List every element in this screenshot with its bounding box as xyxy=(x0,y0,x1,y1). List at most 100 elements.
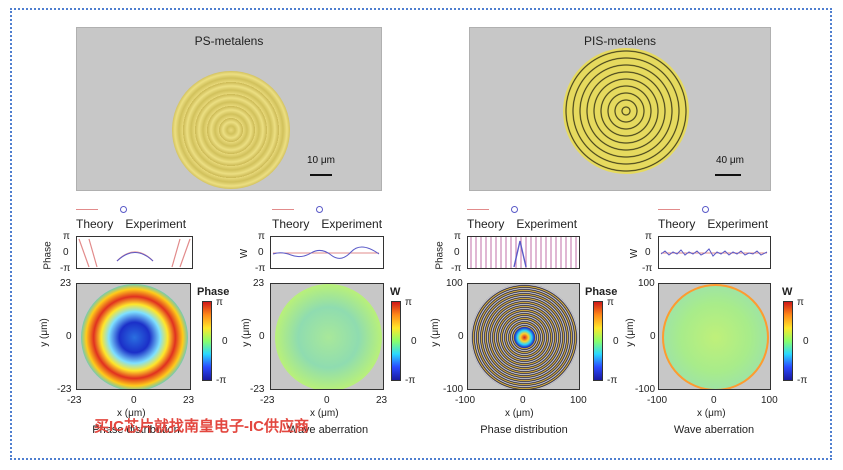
legend-pis-phase: Theory Experiment xyxy=(467,202,589,231)
strip-tick: -π xyxy=(255,263,266,274)
strip-ps-wave-plot xyxy=(272,246,380,259)
xlabel-pis-wave: x (μm) xyxy=(697,408,726,419)
pis-title: PIS-metalens xyxy=(583,34,657,48)
map-ps-phase xyxy=(76,283,191,390)
theory-line-icon xyxy=(272,209,294,211)
map-tick: 0 xyxy=(324,395,330,406)
strip-ylabel-ps-wave: W xyxy=(239,248,251,259)
cbar-tick: -π xyxy=(405,375,416,386)
strip-ylabel-ps-phase: Phase xyxy=(42,241,54,270)
colorbar-pis-phase xyxy=(593,301,603,381)
cbar-tick: 0 xyxy=(222,336,228,347)
strip-tick: π xyxy=(258,231,265,242)
strip-pis-phase xyxy=(467,236,580,269)
map-tick: 100 xyxy=(638,278,655,289)
cbar-tick: π xyxy=(797,297,804,308)
strip-tick: π xyxy=(454,231,461,242)
legend-experiment: Experiment xyxy=(516,217,578,231)
legend-experiment: Experiment xyxy=(321,217,383,231)
legend-theory: Theory xyxy=(272,217,310,231)
ps-title: PS-metalens xyxy=(194,34,264,48)
strip-pis-wave xyxy=(658,236,771,269)
experiment-circle-icon xyxy=(120,206,127,214)
figure-frame xyxy=(10,8,832,460)
theory-line-icon xyxy=(76,209,98,211)
caption-pis-phase: Phase distribution xyxy=(480,424,568,436)
map-tick: 100 xyxy=(446,278,463,289)
disc-ps-wave xyxy=(275,284,382,389)
map-tick: 0 xyxy=(66,331,72,342)
experiment-circle-icon xyxy=(511,206,518,214)
experiment-circle-icon xyxy=(702,206,709,214)
cbar-tick: 0 xyxy=(613,336,619,347)
theory-line-icon xyxy=(467,209,489,211)
strip-tick: 0 xyxy=(645,247,651,258)
strip-tick: π xyxy=(63,231,70,242)
strip-tick: 0 xyxy=(454,247,460,258)
disc-pis-wave xyxy=(662,284,769,389)
map-tick: 0 xyxy=(711,395,717,406)
map-tick: 0 xyxy=(131,395,137,406)
ylabel-ps-phase: y (μm) xyxy=(38,318,50,347)
map-tick: 0 xyxy=(520,395,526,406)
colorbar-ps-wave xyxy=(391,301,401,381)
map-tick: -23 xyxy=(250,384,265,395)
xlabel-pis-phase: x (μm) xyxy=(505,408,534,419)
ps-lens-disc xyxy=(172,71,290,189)
ylabel-ps-wave: y (μm) xyxy=(240,318,252,347)
strip-tick: 0 xyxy=(63,247,69,258)
xlabel-ps-wave: x (μm) xyxy=(310,408,339,419)
strip-ps-wave xyxy=(270,236,384,269)
map-ps-wave xyxy=(270,283,384,390)
strip-tick: -π xyxy=(642,263,653,274)
strip-pis-wave-plot xyxy=(660,248,768,257)
map-tick: 23 xyxy=(253,278,265,289)
legend-ps-phase: Theory Experiment xyxy=(76,202,198,231)
colorbar-pis-wave xyxy=(783,301,793,381)
cbar-title-pis-phase: Phase xyxy=(585,286,618,298)
map-tick: 0 xyxy=(259,331,265,342)
map-pis-phase xyxy=(467,283,580,390)
cbar-tick: 0 xyxy=(803,336,809,347)
strip-ylabel-pis-wave: W xyxy=(629,248,641,259)
strip-tick: π xyxy=(645,231,652,242)
map-tick: -100 xyxy=(455,395,476,406)
map-tick: -23 xyxy=(67,395,82,406)
map-tick: 0 xyxy=(650,331,656,342)
legend-pis-wave: Theory Experiment xyxy=(658,202,780,231)
map-tick: 23 xyxy=(376,395,388,406)
map-tick: -23 xyxy=(260,395,275,406)
map-tick: 23 xyxy=(60,278,72,289)
cbar-title-pis-wave: W xyxy=(782,286,793,298)
caption-ps-phase: Phase distribution xyxy=(92,424,180,436)
ylabel-pis-phase: y (μm) xyxy=(429,318,441,347)
experiment-circle-icon xyxy=(316,206,323,214)
ps-micrograph: PS-metalens 10 μm xyxy=(76,27,382,191)
caption-ps-wave: Wave aberration xyxy=(287,424,369,436)
pis-micrograph: PIS-metalens 40 μm xyxy=(469,27,771,191)
cbar-tick: -π xyxy=(797,375,808,386)
disc-ps-phase xyxy=(81,284,188,389)
strip-tick: 0 xyxy=(258,247,264,258)
ylabel-pis-wave: y (μm) xyxy=(624,318,636,347)
legend-theory: Theory xyxy=(467,217,505,231)
theory-line-icon xyxy=(658,209,680,211)
xlabel-ps-phase: x (μm) xyxy=(117,408,146,419)
map-tick: -100 xyxy=(647,395,668,406)
caption-pis-wave: Wave aberration xyxy=(673,424,755,436)
cbar-tick: -π xyxy=(216,375,227,386)
map-tick: -100 xyxy=(443,384,464,395)
strip-ylabel-pis-phase: Phase xyxy=(434,241,446,270)
strip-ps-phase xyxy=(76,236,193,269)
strip-tick: -π xyxy=(451,263,462,274)
legend-experiment: Experiment xyxy=(707,217,769,231)
ps-scale-label: 10 μm xyxy=(307,155,335,166)
strip-pis-phase-plot xyxy=(513,240,527,268)
cbar-tick: 0 xyxy=(411,336,417,347)
map-tick: 0 xyxy=(458,331,464,342)
cbar-tick: π xyxy=(405,297,412,308)
watermark-text: 买IC芯片就找南皇电子-IC供应商 xyxy=(94,418,309,435)
legend-experiment: Experiment xyxy=(125,217,187,231)
colorbar-ps-phase xyxy=(202,301,212,381)
strip-ps-phase-plot xyxy=(78,238,191,268)
